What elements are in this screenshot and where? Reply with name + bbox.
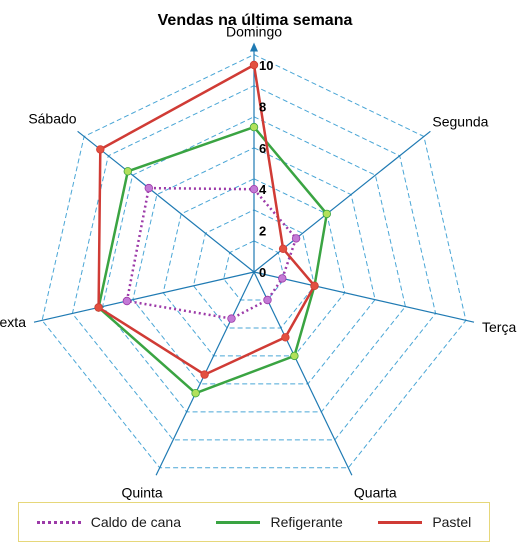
point-refigerante-quinta [191,389,200,398]
point-pastel-sabado [96,145,105,154]
point-pastel-quarta [281,333,290,342]
legend-label-pastel: Pastel [432,514,472,530]
tick-label-8: 8 [259,99,266,114]
axis-labels: Domingo Segunda Terça Quarta Quinta Sexta Sába… [0,23,516,500]
point-caldo-de-cana-domingo [249,184,259,194]
axis-label-segunda: Segunda [432,113,488,129]
legend-swatch-pastel [378,520,423,524]
series-group [94,60,331,398]
axis-line-sabado [77,130,255,273]
point-refigerante-domingo [249,122,259,132]
legend-label-refrigerante: Refigerante [270,514,343,530]
axis-line-quarta [253,271,353,476]
axis-label-sabado: Sábado [28,110,76,126]
legend-label-caldo: Caldo de cana [90,514,182,530]
tick-label-6: 6 [259,141,266,156]
axis-arrowhead [250,42,258,52]
point-caldo-de-cana-sexta [122,296,132,306]
point-refigerante-segunda [322,209,331,219]
grid-ring [132,147,376,385]
series-line-refigerante [97,125,329,395]
axis-line-sexta [33,271,255,323]
axis-label-quinta: Quinta [121,484,162,500]
series-line-caldo-de-cana [125,186,298,320]
grid-ring [162,178,346,357]
legend: Caldo de cana Refigerante Pastel [18,502,490,542]
point-pastel-segunda [278,244,288,253]
tick-label-2: 2 [259,224,266,239]
legend-item-pastel: Pastel [378,514,471,530]
axis-label-quarta: Quarta [354,484,397,500]
point-pastel-terca [310,281,319,290]
point-pastel-sexta [94,303,103,312]
point-refigerante-quarta [290,351,299,361]
legend-item-refrigerante: Refigerante [216,514,343,530]
point-pastel-quinta [200,370,209,379]
grid-ring [192,209,316,329]
point-refigerante-sabado [123,167,132,176]
point-caldo-de-cana-quinta [227,314,236,323]
point-pastel-domingo [249,60,259,70]
legend-item-caldo: Caldo de cana [36,514,182,530]
radar-chart: Vendas na última semana Domingo Segunda Te… [0,12,516,500]
point-caldo-de-cana-terca [278,274,287,283]
tick-label-0: 0 [259,265,266,280]
chart-title: Vendas na última semana [158,12,353,29]
series-line-pastel [97,63,317,377]
axis-label-domingo: Domingo [226,23,282,39]
grid-ring [71,85,437,441]
tick-label-4: 4 [259,182,267,197]
axis-line-terca [253,271,475,323]
point-caldo-de-cana-segunda [291,234,301,243]
legend-swatch-refrigerante [216,520,261,524]
point-caldo-de-cana-quarta [263,295,272,305]
grid [41,54,467,469]
legend-swatch-caldo [36,520,81,524]
tick-labels: 0 2 4 6 8 10 [259,58,273,280]
axis-label-terca: Terça [482,319,516,335]
point-caldo-de-cana-sabado [144,183,153,193]
axis-label-sexta: Sexta [0,314,26,330]
grid-ring [102,116,406,413]
tick-label-10: 10 [259,58,273,73]
grid-ring [41,54,467,469]
